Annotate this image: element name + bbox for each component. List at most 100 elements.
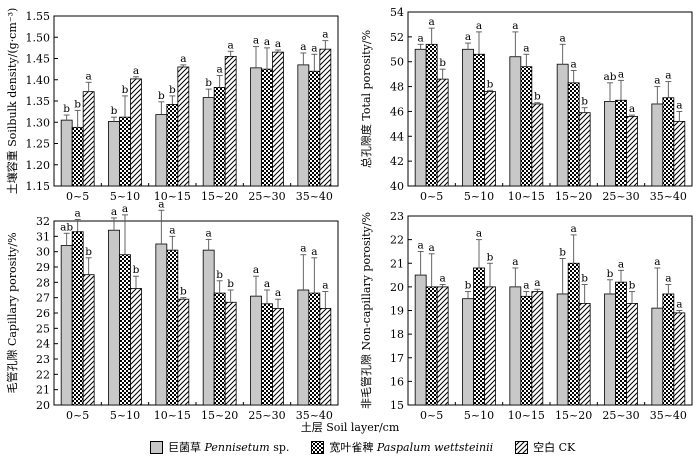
bar-paspalum [473,267,485,406]
significance-letter: b [74,98,81,110]
bar-pennisetum [250,67,262,187]
bar-paspalum [261,68,273,187]
significance-letter: b [122,84,129,96]
significance-letter: b [487,78,494,90]
significance-letter: a [618,68,624,80]
significance-letter: a [629,103,635,115]
bar-paspalum [308,292,321,406]
y-tick-label: 16 [390,375,404,388]
significance-letter: ab [60,221,73,233]
y-tick-label: 42 [390,155,404,168]
significance-letter: a [275,38,281,50]
bar-ck [673,312,686,406]
y-tick-label: 20 [36,399,50,412]
significance-letter: b [581,273,588,285]
legend-swatch-check [311,440,325,454]
x-tick-label: 15~20 [201,190,238,203]
bar-paspalum [662,97,675,187]
bar-paspalum [71,126,84,187]
significance-letter: b [581,96,588,108]
significance-letter: b [63,103,70,115]
bar-ck [319,307,332,406]
significance-letter: a [158,198,164,210]
y-tick-label: 22 [390,234,404,247]
legend-item-ck: 空白 CK [515,439,575,455]
bar-pennisetum [509,286,522,406]
bar-paspalum [615,99,627,187]
significance-letter: a [418,239,424,251]
bar-ck [626,303,638,406]
significance-letter: b [158,90,165,102]
y-tick-label: 1.25 [26,138,51,151]
y-tick-label: 1.35 [26,95,51,108]
significance-letter: a [86,70,92,82]
significance-letter: b [227,278,234,290]
significance-letter: a [571,223,577,235]
bar-ck [578,303,591,406]
significance-letter: a [465,31,471,43]
significance-letter: a [418,32,424,44]
x-tick-label: 25~30 [248,409,285,422]
legend-item-pennisetum: 巨菌草 Pennisetum sp. [150,439,289,455]
significance-letter: a [111,206,117,218]
bar-ck [578,112,591,187]
x-tick-label: 10~15 [508,190,545,203]
bar-pennisetum [651,103,664,187]
significance-letter: a [75,207,81,219]
bar-ck [436,78,449,187]
bar-paspalum [520,66,533,187]
legend-label: 巨菌草 Pennisetum sp. [168,441,290,454]
bar-pennisetum [60,245,73,406]
significance-letter: a [476,20,482,32]
y-tick-label: 52 [390,31,404,44]
bar-pennisetum [202,97,215,187]
chart-panel-1: 1.15 1.20 1.25 1.30 1.35 1.40 1.45 1.50 1.55 土壤容重… [5,8,339,203]
bar-paspalum [615,281,627,406]
bar-pennisetum [462,48,474,187]
bar-pennisetum [297,64,310,187]
plot-frame [407,11,693,187]
x-axis-title: 土层 Soil layer/cm [300,421,400,434]
bar-pennisetum [60,119,73,187]
significance-letter: b [85,246,92,258]
y-tick-label: 48 [390,81,404,94]
significance-letter: b [111,105,118,117]
bar-pennisetum [651,307,664,406]
significance-letter: a [571,58,577,70]
bar-ck [319,48,332,187]
legend-label: 空白 CK [533,441,576,454]
bar-paspalum [308,70,321,187]
plot-frame [53,15,339,187]
significance-letter: a [180,53,186,65]
bar-pennisetum [462,298,474,406]
y-tick-label: 1.15 [26,180,51,193]
bar-pennisetum [202,249,215,406]
x-tick-label: 35~40 [296,190,333,203]
y-tick-label: 21 [36,384,50,397]
x-tick-label: 35~40 [650,190,687,203]
significance-letter: b [465,280,472,292]
x-tick-label: 15~20 [201,409,238,422]
y-tick-label: 32 [36,215,50,228]
bar-ck [626,116,638,187]
significance-letter: b [487,251,494,263]
bar-ck [531,291,544,406]
legend-item-paspalum: 宽叶雀稗 Paspalum wettsteinii [311,439,493,455]
plot-frame [53,220,339,406]
bar-pennisetum [108,229,120,406]
chart-panel-3: 20 21 22 23 24 25 26 27 28 29 30 31 32 毛管孔隙 Capillary… [5,198,339,422]
significance-letter: a [300,243,306,255]
significance-letter: b [607,268,614,280]
y-tick-label: 28 [36,276,50,289]
bar-pennisetum [556,293,569,406]
bar-paspalum [567,262,580,406]
significance-letter: a [512,256,518,268]
bar-paspalum [213,87,226,187]
x-tick-label: 25~30 [602,409,639,422]
bar-ck [130,78,142,187]
significance-letter: a [676,299,682,311]
y-tick-label: 29 [36,261,50,274]
significance-letter: a [264,278,270,290]
significance-letter: a [440,273,446,285]
